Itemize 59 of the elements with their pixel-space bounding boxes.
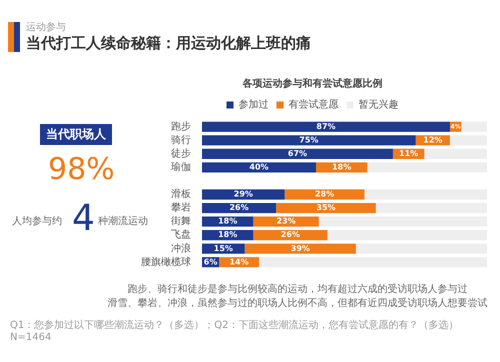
data-label: 87% <box>316 122 336 131</box>
bar <box>244 244 356 254</box>
bar <box>327 230 487 240</box>
data-label: 29% <box>234 190 253 199</box>
data-label: 15% <box>214 244 233 253</box>
y-tick-label: 跑步 <box>171 120 191 132</box>
y-tick-label: 飞盘 <box>171 228 191 241</box>
text: 运动参与 <box>26 20 66 34</box>
y-tick-label: 骑行 <box>171 134 191 146</box>
data-label: 28% <box>314 190 334 199</box>
bar <box>356 244 487 254</box>
data-label: 18% <box>218 230 238 240</box>
y-tick-label: 攀岩 <box>171 202 191 214</box>
data-label: 26% <box>229 203 249 212</box>
data-label: 26% <box>280 230 300 240</box>
y-tick-label: 冲浪 <box>171 242 191 254</box>
bar <box>202 148 393 159</box>
text: 当代打工人续命秘籍：用运动化解上班的痛 <box>26 34 311 53</box>
data-label: 18% <box>332 162 352 172</box>
y-tick-label: 街舞 <box>171 215 191 228</box>
bar <box>202 135 416 146</box>
data-label: 67% <box>288 148 308 158</box>
data-label: 18% <box>218 216 238 226</box>
data-label: 75% <box>299 135 318 144</box>
y-tick-label: 瑜伽 <box>171 161 191 174</box>
legend-label: 参加过 <box>238 98 268 111</box>
legend-label: 暂无兴趣 <box>358 98 398 111</box>
text: 98% <box>48 152 115 187</box>
bar <box>202 162 316 172</box>
bar <box>461 122 487 132</box>
bar <box>367 162 487 172</box>
text: 人均参与约 <box>12 214 62 228</box>
bar <box>202 122 450 132</box>
legend-label: 有尝试意愿 <box>288 98 338 111</box>
bar <box>376 202 487 214</box>
data-label: 6% <box>204 257 218 266</box>
y-tick-label: 腰旗橄榄球 <box>141 256 191 268</box>
bar <box>259 257 487 268</box>
text: 种潮流运动 <box>98 214 148 228</box>
bar <box>424 148 487 159</box>
data-label: 14% <box>229 257 249 266</box>
bar <box>450 135 487 146</box>
data-label: 40% <box>249 162 269 172</box>
text: 滑雪、攀岩、冲浪，虽然参与过的职场人比例不高，但都有近四成受访职场人想要尝试 <box>106 296 488 310</box>
data-label: 12% <box>423 135 442 144</box>
data-label: 39% <box>290 244 310 253</box>
data-label: 35% <box>316 203 336 212</box>
bar <box>276 202 376 214</box>
data-label: 11% <box>399 148 418 158</box>
text: 跑步、骑行和徒步是参与比例较高的运动，均有超过六成的受访职场人参与过 <box>126 282 468 296</box>
bar <box>364 189 487 200</box>
text: 当代职场人 <box>40 124 112 145</box>
data-label: 23% <box>276 216 296 226</box>
text: Q1：您参加过以下哪些潮流运动？（多选）；Q2：下面这些潮流运动，您有尝试意愿的有？（多选） N=1464 <box>10 318 460 343</box>
text: 4 <box>72 198 95 239</box>
y-tick-label: 滑板 <box>171 188 191 200</box>
bar <box>318 216 487 227</box>
y-tick-label: 徒步 <box>171 147 191 160</box>
chart-title: 各项运动参与和有尝试意愿比例 <box>242 78 382 90</box>
